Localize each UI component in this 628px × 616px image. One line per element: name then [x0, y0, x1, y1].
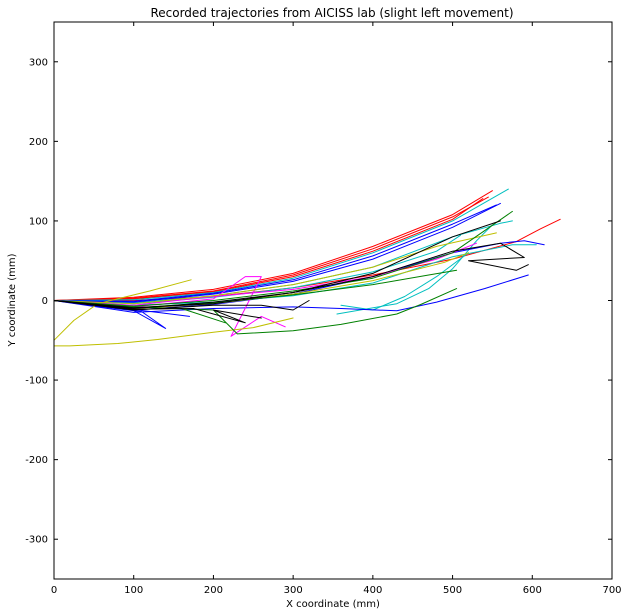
y-tick-label-100: 100 [29, 216, 48, 227]
trajectory-line-29 [53, 300, 262, 324]
x-tick-label-500: 500 [443, 585, 462, 596]
y-tick-label--300: -300 [25, 535, 48, 546]
y-tick-label-200: 200 [29, 137, 48, 148]
trajectory-line-27 [53, 242, 529, 309]
trajectory-line-1 [53, 196, 489, 301]
y-axis-label: Y coordinate (mm) [7, 253, 18, 347]
trajectory-line-20 [53, 279, 192, 341]
trajectory-line-18 [53, 242, 477, 306]
y-tick-label-0: 0 [42, 296, 48, 307]
trajectory-line-24 [53, 210, 513, 307]
chart-title: Recorded trajectories from AICISS lab (s… [150, 6, 513, 20]
trajectory-line-12 [53, 204, 497, 302]
y-axis-ticks: -300 -200 -100 0 100 200 300 [25, 57, 612, 546]
y-tick-label--200: -200 [25, 455, 48, 466]
trajectory-line-2 [53, 198, 484, 301]
x-axis-label: X coordinate (mm) [286, 599, 380, 610]
x-tick-label-700: 700 [602, 585, 621, 596]
x-tick-label-200: 200 [204, 585, 223, 596]
trajectory-line-8 [336, 224, 493, 315]
x-tick-label-0: 0 [51, 585, 57, 596]
x-tick-label-100: 100 [124, 585, 143, 596]
trajectory-line-9 [340, 252, 469, 311]
y-tick-label--100: -100 [25, 376, 48, 387]
trajectory-line-15 [53, 274, 529, 313]
trajectory-line-5 [53, 188, 509, 301]
x-axis-ticks: 0 100 200 300 400 500 600 700 [51, 22, 622, 596]
trajectory-line-21 [53, 232, 497, 305]
x-tick-label-600: 600 [523, 585, 542, 596]
trajectory-line-3 [53, 190, 493, 301]
x-tick-label-300: 300 [284, 585, 303, 596]
x-tick-label-400: 400 [363, 585, 382, 596]
trajectory-line-11 [53, 202, 501, 303]
trajectory-line-30 [53, 300, 310, 311]
trajectory-line-19 [53, 317, 294, 347]
y-tick-label-300: 300 [29, 57, 48, 68]
trajectory-line-28 [53, 220, 501, 309]
series-layer [53, 188, 561, 347]
